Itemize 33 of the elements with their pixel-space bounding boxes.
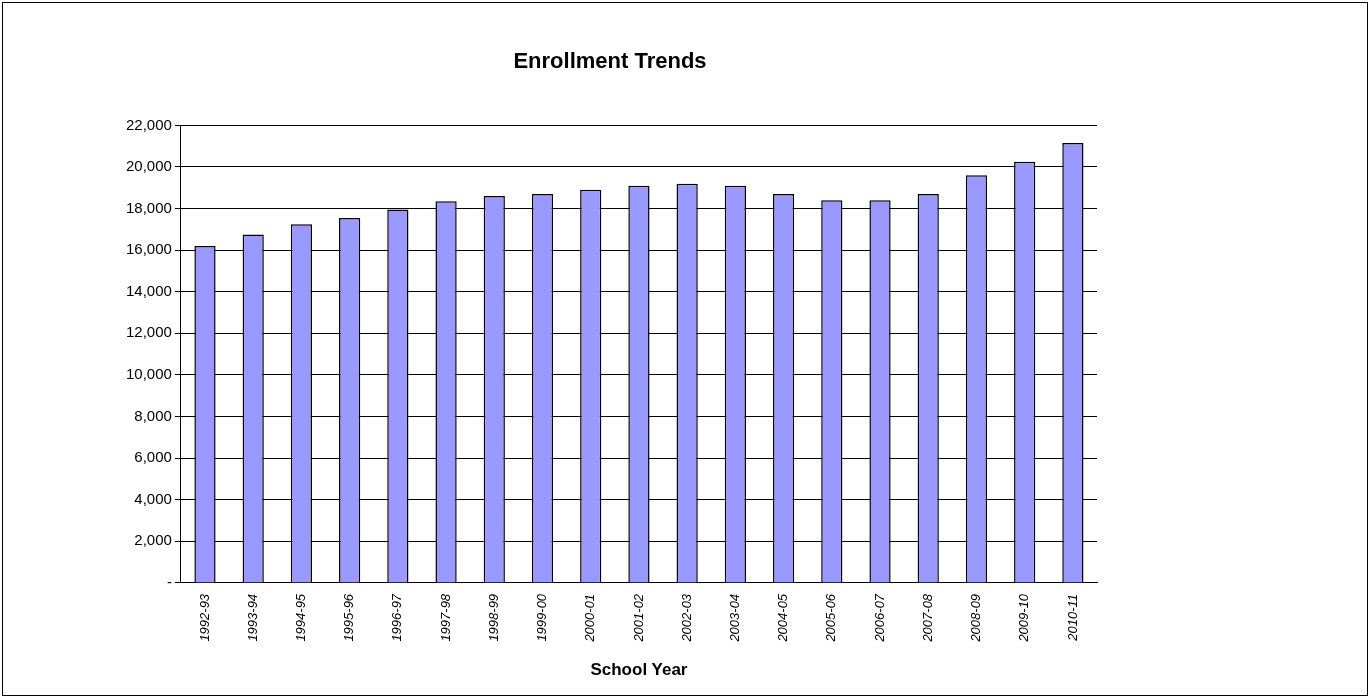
y-tick-label: 20,000 — [125, 157, 172, 175]
x-tick-label: 2005-06 — [823, 593, 839, 643]
y-tick-label: 4,000 — [134, 489, 172, 507]
x-tick-label: 2004-05 — [775, 593, 791, 643]
y-tick-label: 22,000 — [125, 115, 172, 133]
x-tick-label: 2006-07 — [871, 593, 887, 643]
chart-title: Enrollment Trends — [513, 48, 707, 74]
x-tick-label: 2010-11 — [1064, 593, 1080, 642]
y-tick-label: 8,000 — [134, 406, 172, 424]
x-tick-label: 2003-04 — [726, 593, 742, 643]
y-tick-label: 14,000 — [125, 281, 172, 299]
y-tick-label: 12,000 — [125, 323, 172, 341]
y-tick-label: - — [166, 573, 172, 591]
y-tick-label: 2,000 — [134, 531, 172, 549]
x-tick-label: 1993-94 — [244, 593, 260, 642]
x-tick-label: 2007-08 — [919, 593, 935, 643]
y-tick-label: 16,000 — [125, 240, 172, 258]
x-tick-label: 1999-00 — [534, 593, 550, 642]
x-tick-label: 1995-96 — [341, 593, 357, 642]
x-tick-label: 1998-99 — [485, 593, 501, 642]
x-axis-title: School Year — [590, 660, 688, 680]
y-tick-label: 18,000 — [125, 198, 172, 216]
x-tick-label: 1996-97 — [389, 593, 405, 642]
x-tick-label: 2001-02 — [630, 593, 646, 643]
x-tick-label: 1994-95 — [293, 593, 309, 642]
x-tick-label: 2002-03 — [678, 593, 694, 643]
y-tick-label: 6,000 — [134, 448, 172, 466]
x-tick-label: 2000-01 — [582, 593, 598, 643]
x-tick-label: 1992-93 — [196, 593, 212, 642]
x-tick-label: 1997-98 — [437, 593, 453, 642]
x-tick-label: 2008-09 — [968, 593, 984, 643]
x-tick-label: 2009-10 — [1016, 593, 1032, 643]
y-tick-label: 10,000 — [125, 365, 172, 383]
